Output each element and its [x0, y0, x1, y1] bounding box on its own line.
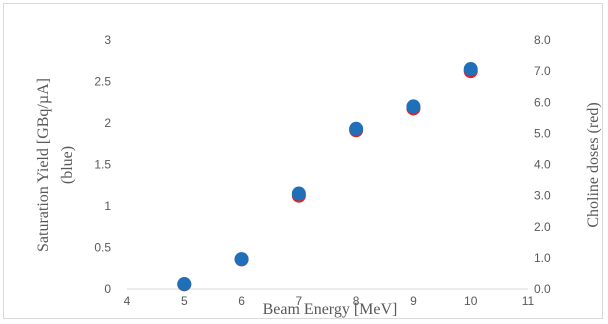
blue-point	[349, 121, 364, 136]
y-right-tick-label: 6.0	[534, 95, 551, 109]
y-left-tick-label: 3	[104, 33, 111, 47]
x-tick-label: 10	[464, 294, 478, 308]
y-left-tick-label: 2.5	[94, 75, 111, 89]
blue-point	[291, 186, 306, 201]
y-left-tick-label: 0.5	[94, 241, 111, 255]
y-right-tick-label: 1.0	[534, 251, 551, 265]
y-left-tick-label: 1	[104, 199, 111, 213]
y-right-tick-label: 0.0	[534, 282, 551, 296]
data-points	[177, 62, 478, 292]
x-tick-label: 9	[410, 294, 417, 308]
blue-point	[234, 252, 249, 267]
y-right-tick-label: 3.0	[534, 189, 551, 203]
chart-frame	[3, 3, 603, 319]
x-tick-label: 8	[353, 294, 360, 308]
x-tick-label: 5	[181, 294, 188, 308]
x-tick-label: 6	[238, 294, 245, 308]
y-left-tick-label: 1.5	[94, 158, 111, 172]
blue-point	[177, 277, 192, 292]
tick-labels: 4 5 6 7 8 9 10 11 0 0.5 1 1.5 2 2.5 3 0.0 1.0 2.0 3.0 4.0 5.…	[94, 33, 551, 308]
x-axis-title: Beam Energy [MeV]	[263, 301, 398, 318]
y-right-tick-label: 2.0	[534, 220, 551, 234]
x-tick-label: 4	[124, 294, 131, 308]
y-axis-left-title-note: (blue)	[59, 146, 76, 184]
y-right-tick-label: 8.0	[534, 33, 551, 47]
y-left-tick-label: 0	[104, 282, 111, 296]
blue-point	[463, 62, 478, 77]
y-right-tick-label: 7.0	[534, 64, 551, 78]
x-tick-label: 11	[522, 294, 535, 308]
blue-point	[406, 99, 421, 114]
y-left-tick-label: 2	[104, 116, 111, 130]
y-right-tick-label: 4.0	[534, 158, 551, 172]
y-right-tick-label: 5.0	[534, 126, 551, 140]
y-axis-left-title: Saturation Yield [GBq/µA]	[35, 78, 52, 252]
y-axis-right-title: Choline doses (red)	[585, 102, 602, 227]
x-tick-label: 7	[296, 294, 303, 308]
